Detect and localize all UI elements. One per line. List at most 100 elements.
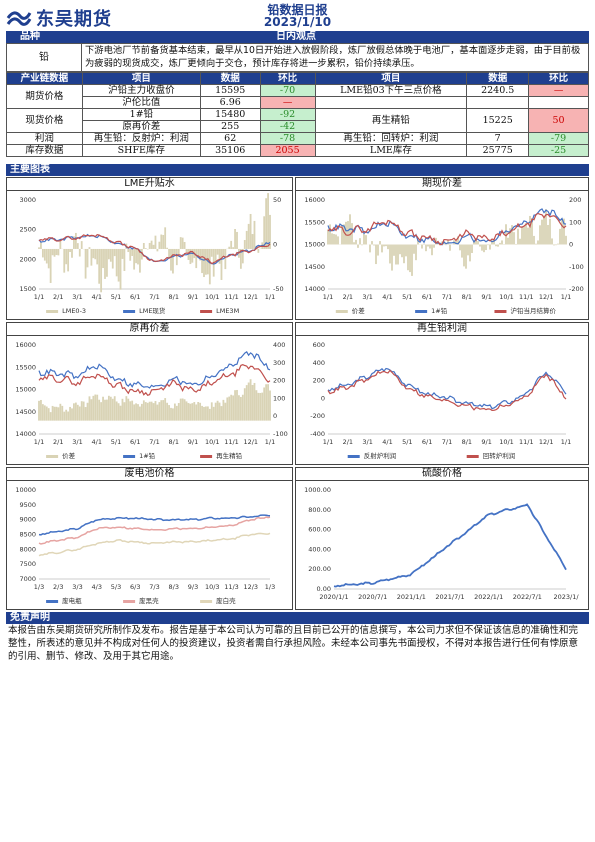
x-tick-label: 12/1 xyxy=(243,438,258,446)
bar-mark xyxy=(251,384,254,421)
bar-mark xyxy=(119,405,122,421)
change2: 50 xyxy=(528,108,589,133)
bar-mark xyxy=(431,244,433,256)
bar-mark xyxy=(158,241,161,249)
bar-mark xyxy=(104,248,106,279)
bar-mark xyxy=(160,400,163,421)
bar-mark xyxy=(140,403,143,421)
series-line xyxy=(38,351,271,389)
bar-mark xyxy=(51,405,54,421)
y-tick-label: -200 xyxy=(310,412,325,420)
group-inventory: 库存数据 xyxy=(6,144,83,157)
bar-mark xyxy=(513,232,515,245)
bar-mark xyxy=(483,244,485,253)
value: 15595 xyxy=(199,84,261,97)
bar-mark xyxy=(170,248,172,271)
bar-mark xyxy=(445,244,447,246)
bar-mark xyxy=(185,248,188,252)
bar-mark xyxy=(170,407,172,421)
table-header: 环比 xyxy=(259,72,316,85)
bar-mark xyxy=(535,243,537,245)
bar-mark xyxy=(154,401,157,421)
x-tick-label: 5/1 xyxy=(402,438,412,446)
bar-mark xyxy=(201,405,203,421)
bar-mark xyxy=(247,382,250,421)
bar-mark xyxy=(373,244,375,246)
bar-mark xyxy=(150,401,153,421)
legend-swatch xyxy=(415,310,428,313)
y-tick-label: 7000 xyxy=(19,575,36,583)
bar-mark xyxy=(73,236,75,249)
y-tick-label: 7500 xyxy=(19,560,36,568)
bar-mark xyxy=(177,403,180,421)
disclaimer-text: 本报告由东吴期货研究所制作及发布。报告是基于本公司认为可靠的且目前已公开的信息撰… xyxy=(8,625,579,663)
bar-mark xyxy=(127,248,130,253)
bar-mark xyxy=(113,248,116,257)
bar-mark xyxy=(191,403,194,421)
bar-mark xyxy=(123,402,126,421)
x-tick-label: 11/3 xyxy=(224,583,239,591)
bar-mark xyxy=(187,403,190,421)
x-tick-label: 4/3 xyxy=(92,583,102,591)
bar-mark xyxy=(43,405,46,421)
bar-mark xyxy=(257,392,260,421)
bar-mark xyxy=(539,225,541,245)
bar-mark xyxy=(71,248,73,258)
company-logo: 东吴期货 xyxy=(6,4,112,31)
bar-mark xyxy=(333,234,335,245)
bar-mark xyxy=(67,248,70,272)
table-row: 现货价格 1#铅 15480 -92 再生精铅 15225 50 xyxy=(6,108,589,133)
x-tick-label: 6/1 xyxy=(130,438,140,446)
bar-mark xyxy=(497,244,499,247)
bar-mark xyxy=(429,244,431,249)
chart-canvas: 1000.00800.00600.00400.00200.000.002020/… xyxy=(304,486,579,601)
bar-mark xyxy=(218,402,221,421)
bar-mark xyxy=(127,398,130,421)
x-tick-label: 8/1 xyxy=(169,438,179,446)
bar-mark xyxy=(100,248,103,293)
bar-mark xyxy=(96,248,99,265)
bar-mark xyxy=(117,403,120,421)
table-row: 原再价差 255 -42 xyxy=(7,120,589,133)
bar-mark xyxy=(195,248,198,269)
chart-primary-secondary-spread: 原再价差 16000 15500 15000 14500 14000 400 300 200 10… xyxy=(6,322,293,465)
logo-text: 东吴期货 xyxy=(36,8,112,30)
bar-mark xyxy=(69,406,71,421)
bar-mark xyxy=(45,248,48,264)
table-row: 期货价格 沪铅主力收盘价 15595 -70 LME铅03下午三点价格 2240… xyxy=(6,84,589,109)
bar-mark xyxy=(45,406,48,421)
bar-mark xyxy=(179,237,182,249)
x-tick-label: 4/1 xyxy=(382,438,392,446)
bar-mark xyxy=(133,404,136,421)
bar-mark xyxy=(76,243,79,249)
y-tick-label: 200.00 xyxy=(308,565,331,573)
x-tick-label: 2/1 xyxy=(343,293,353,301)
bar-mark xyxy=(477,241,479,245)
legend-label: 价差 xyxy=(62,451,76,460)
chart-basis: 期现价差 16000 15500 15000 14500 14000 200 100 0 -100… xyxy=(295,177,589,320)
x-tick-label: 5/1 xyxy=(111,293,121,301)
y2-tick-label: 0 xyxy=(273,241,277,249)
legend-label: LME0-3 xyxy=(62,307,86,315)
bar-mark xyxy=(547,224,549,245)
bar-mark xyxy=(197,248,200,258)
y-tick-label: 8000 xyxy=(19,545,36,553)
x-tick-label: 11/1 xyxy=(519,438,534,446)
chart-recycled-profit: 再生铅利润 600 400 200 0 -200 -400 1/1 2/1 3/1 4/1 5/1 6/… xyxy=(295,322,589,465)
bar-mark xyxy=(220,406,223,421)
bar-mark xyxy=(51,248,54,256)
bar-mark xyxy=(82,401,85,421)
y2-tick-label: 0 xyxy=(273,412,277,420)
bar-mark xyxy=(131,248,134,256)
bar-mark xyxy=(49,412,52,421)
y2-tick-label: 100 xyxy=(273,394,285,402)
series-line xyxy=(327,369,567,412)
bar-mark xyxy=(129,248,132,261)
bar-mark xyxy=(57,407,60,421)
x-tick-label: 12/1 xyxy=(539,293,554,301)
bar-mark xyxy=(267,384,269,421)
legend-swatch xyxy=(46,455,59,458)
bar-mark xyxy=(119,248,122,290)
bar-mark xyxy=(191,248,194,263)
